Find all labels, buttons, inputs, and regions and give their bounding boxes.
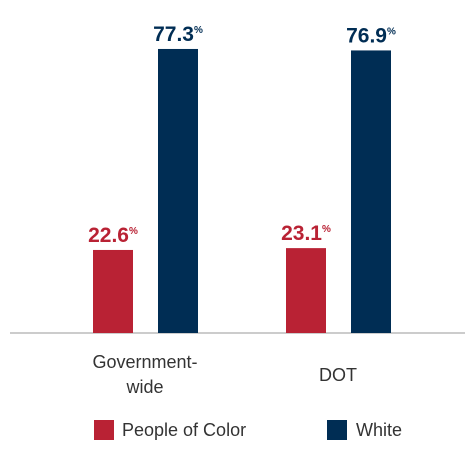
bar-white-dot	[351, 50, 391, 334]
value-label: 23.1%	[281, 222, 331, 245]
value-label: 76.9%	[346, 24, 396, 47]
category-label: DOT	[319, 365, 357, 385]
bar-people-of-color-dot	[286, 248, 326, 333]
legend-label-white: White	[356, 420, 402, 440]
bars-layer	[93, 48, 391, 334]
value-label: 22.6%	[88, 224, 138, 247]
legend-swatch-white	[327, 420, 347, 440]
legend: People of Color White	[94, 420, 402, 440]
bar-people-of-color-government-wide	[93, 249, 133, 333]
value-label: 77.3%	[153, 23, 203, 46]
category-labels-layer: Government-wide DOT	[92, 352, 357, 397]
legend-swatch-people-of-color	[94, 420, 114, 440]
category-label: Government-wide	[92, 352, 197, 397]
bar-white-government-wide	[158, 48, 198, 334]
legend-label-people-of-color: People of Color	[122, 420, 246, 440]
value-labels-layer: 22.6% 77.3% 23.1% 76.9%	[88, 23, 396, 247]
